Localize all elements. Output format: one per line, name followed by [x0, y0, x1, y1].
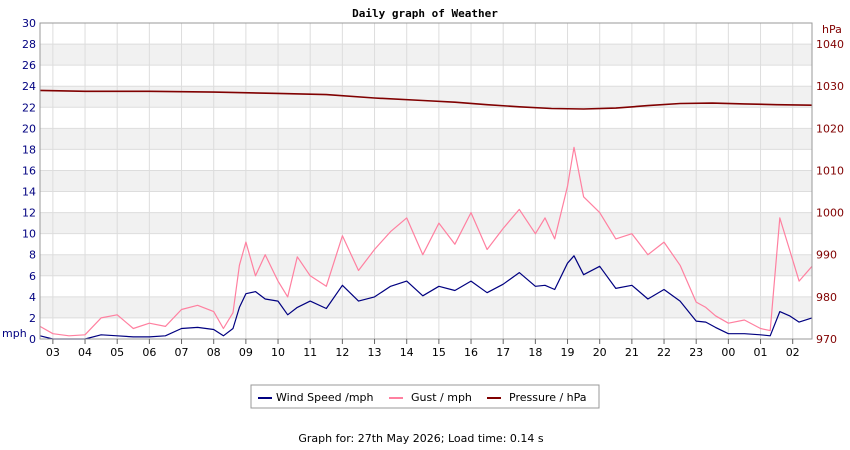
x-tick-label: 15 — [432, 346, 446, 359]
left-tick-label: 24 — [22, 80, 36, 93]
footer-text: Graph for: 27th May 2026; Load time: 0.1… — [298, 432, 544, 445]
left-tick-label: 30 — [22, 17, 36, 30]
plot-band — [40, 44, 812, 66]
plot-band — [40, 107, 812, 129]
x-tick-label: 04 — [78, 346, 92, 359]
right-tick-label: 1020 — [816, 122, 844, 135]
x-tick-label: 08 — [207, 346, 221, 359]
left-tick-label: 4 — [29, 291, 36, 304]
right-axis-unit: hPa — [822, 23, 842, 36]
x-tick-label: 13 — [368, 346, 382, 359]
pressure-line — [39, 89, 813, 110]
x-tick-label: 16 — [464, 346, 478, 359]
left-tick-label: 0 — [29, 333, 36, 346]
right-tick-label: 1000 — [816, 207, 844, 220]
x-tick-label: 03 — [46, 346, 60, 359]
x-tick-label: 22 — [657, 346, 671, 359]
plot-band — [40, 233, 812, 255]
x-tick-label: 21 — [625, 346, 639, 359]
plot-band — [40, 275, 812, 297]
x-tick-label: 05 — [110, 346, 124, 359]
left-tick-label: 6 — [29, 270, 36, 283]
chart-title: Daily graph of Weather — [352, 7, 498, 20]
series-layer — [39, 89, 813, 340]
x-tick-label: 18 — [528, 346, 542, 359]
legend-box — [250, 384, 600, 409]
wind-speed-line — [39, 255, 813, 340]
plot-band — [40, 191, 812, 213]
x-tick-label: 01 — [754, 346, 768, 359]
right-tick-label: 990 — [816, 249, 837, 262]
left-tick-label: 8 — [29, 249, 36, 262]
plot-band — [40, 170, 812, 192]
plot-band — [40, 128, 812, 150]
legend-label-pressure: Pressure / hPa — [509, 391, 587, 404]
legend: Wind Speed /mph Gust / mph Pressure / hP… — [250, 384, 600, 409]
left-tick-label: 2 — [29, 312, 36, 325]
plot-background — [40, 23, 812, 339]
left-axis-unit: mph — [2, 327, 27, 340]
x-tick-label: 12 — [335, 346, 349, 359]
x-axis: 03 04 05 06 07 08 09 10 11 12 13 14 15 16 17 18 19 20 21 22… — [46, 339, 800, 359]
x-tick-label: 19 — [561, 346, 575, 359]
plot-band — [40, 149, 812, 171]
left-tick-label: 20 — [22, 122, 36, 135]
x-tick-label: 14 — [400, 346, 414, 359]
gust-line — [39, 146, 813, 337]
x-tick-label: 10 — [271, 346, 285, 359]
right-tick-label: 970 — [816, 333, 837, 346]
legend-label-wind: Wind Speed /mph — [276, 391, 374, 404]
plot-band — [40, 65, 812, 87]
x-tick-label: 11 — [303, 346, 317, 359]
right-tick-label: 980 — [816, 291, 837, 304]
x-tick-label: 17 — [496, 346, 510, 359]
plot-band — [40, 86, 812, 108]
right-tick-label: 1010 — [816, 164, 844, 177]
x-tick-label: 20 — [593, 346, 607, 359]
plot-band — [40, 254, 812, 276]
x-tick-label: 06 — [142, 346, 156, 359]
left-tick-label: 10 — [22, 228, 36, 241]
left-tick-label: 12 — [22, 207, 36, 220]
left-tick-label: 28 — [22, 38, 36, 51]
left-tick-label: 22 — [22, 101, 36, 114]
left-tick-label: 26 — [22, 59, 36, 72]
left-tick-label: 14 — [22, 186, 36, 199]
plot-band — [40, 212, 812, 234]
x-tick-label: 00 — [721, 346, 735, 359]
x-tick-label: 23 — [689, 346, 703, 359]
left-tick-label: 18 — [22, 143, 36, 156]
plot-band — [40, 23, 812, 45]
plot-band — [40, 317, 812, 339]
left-tick-label: 16 — [22, 164, 36, 177]
x-tick-label: 07 — [175, 346, 189, 359]
right-axis: 970 980 990 1000 1010 1020 1030 1040 — [816, 38, 844, 346]
x-tick-label: 09 — [239, 346, 253, 359]
right-tick-label: 1030 — [816, 80, 844, 93]
plot-frame — [39, 22, 813, 340]
x-tick-label: 02 — [786, 346, 800, 359]
legend-label-gust: Gust / mph — [411, 391, 472, 404]
right-tick-label: 1040 — [816, 38, 844, 51]
